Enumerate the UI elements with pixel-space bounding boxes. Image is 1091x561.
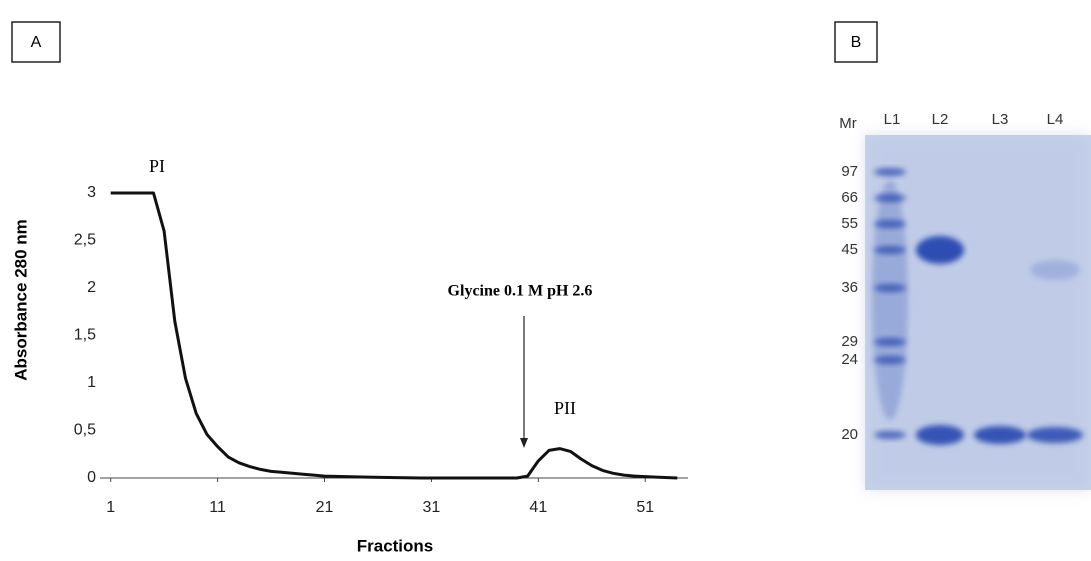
lane-label: L4 [1047, 111, 1064, 128]
band [974, 426, 1026, 444]
band [872, 180, 908, 420]
marker-label: 66 [841, 189, 858, 206]
lane-label: L2 [932, 111, 949, 128]
annotation: PI [149, 156, 165, 176]
y-tick-label: 2 [87, 279, 96, 296]
x-tick-label: 21 [316, 499, 334, 516]
panel-label: A [31, 34, 42, 51]
marker-label: 97 [841, 163, 858, 180]
band [916, 425, 964, 445]
y-tick-label: 1,5 [74, 327, 96, 344]
marker-label: 24 [841, 351, 858, 368]
y-tick-label: 0 [87, 469, 96, 486]
band [916, 236, 964, 264]
annotation: PII [554, 398, 576, 418]
marker-label: 45 [841, 241, 858, 258]
band [874, 168, 906, 176]
marker-label: 55 [841, 215, 858, 232]
lane-label: L1 [884, 111, 901, 128]
x-tick-label: 41 [529, 499, 547, 516]
gel-image [865, 135, 1091, 490]
panel-label: B [851, 34, 862, 51]
gel-header: Mr [839, 115, 857, 132]
annotation: Glycine 0.1 M pH 2.6 [448, 283, 593, 300]
band [1030, 260, 1080, 280]
band [874, 431, 906, 439]
panel-box [834, 21, 878, 63]
x-axis-label: Fractions [357, 536, 434, 555]
y-tick-label: 1 [87, 374, 96, 391]
x-tick-label: 11 [209, 499, 226, 516]
band [1027, 427, 1083, 443]
x-tick-label: 51 [636, 499, 654, 516]
panel-box [11, 21, 61, 63]
x-tick-label: 1 [106, 499, 115, 516]
lane-label: L3 [992, 111, 1009, 128]
marker-label: 36 [841, 279, 858, 296]
arrow-head [520, 438, 528, 448]
y-axis-label: Absorbance 280 nm [11, 219, 30, 381]
x-tick-label: 31 [423, 499, 441, 516]
marker-label: 20 [841, 426, 858, 443]
y-tick-label: 0,5 [74, 422, 96, 439]
y-tick-label: 3 [87, 184, 96, 201]
y-tick-label: 2,5 [74, 232, 96, 249]
marker-label: 29 [841, 333, 858, 350]
data-line [110, 191, 678, 480]
